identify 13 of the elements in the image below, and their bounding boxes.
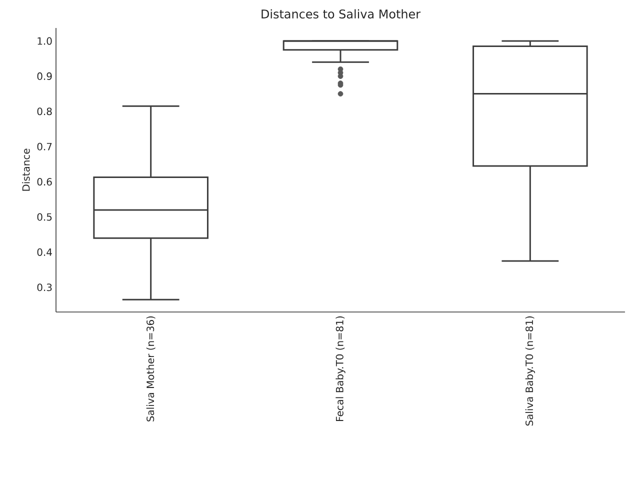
y-tick-label: 0.6 — [37, 178, 52, 186]
y-tick-label: 0.4 — [37, 248, 52, 256]
y-axis-title: Distance — [22, 148, 30, 191]
x-tick-label: Saliva Baby.T0 (n=81) — [525, 316, 535, 426]
y-tick-label: 0.9 — [37, 72, 52, 80]
chart-title: Distances to Saliva Mother — [262, 9, 421, 18]
y-tick-label: 0.8 — [37, 108, 52, 116]
y-tick-label: 1.0 — [38, 37, 52, 45]
x-tick-label: Fecal Baby.T0 (n=81) — [336, 316, 346, 421]
y-tick-label: 0.7 — [37, 142, 52, 150]
y-tick-label: 0.3 — [37, 284, 52, 292]
x-tick-label: Saliva Mother (n=36) — [146, 316, 156, 422]
y-tick-label: 0.5 — [37, 213, 52, 221]
